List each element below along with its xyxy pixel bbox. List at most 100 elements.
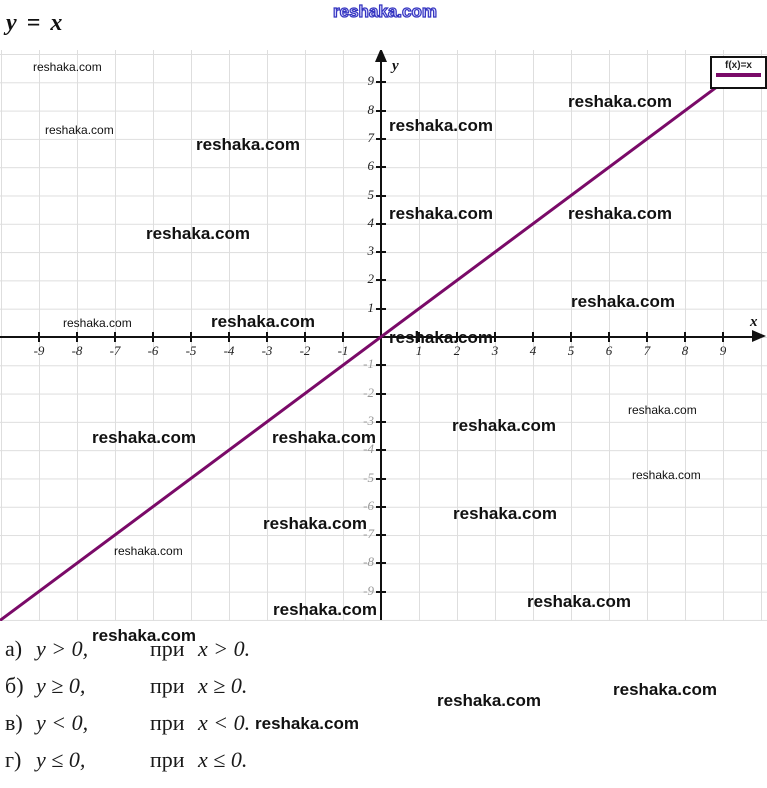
y-axis-arrow-icon	[375, 50, 387, 62]
x-tick-label: -5	[185, 343, 197, 358]
answer-x-expression: x ≥ 0.	[198, 673, 248, 698]
watermark: reshaka.com	[571, 292, 675, 311]
y-tick	[376, 307, 386, 310]
x-tick-label: -8	[71, 343, 83, 358]
x-tick-label: -7	[109, 343, 121, 358]
answer-word: при	[150, 710, 185, 735]
watermark: reshaka.com	[632, 468, 701, 482]
answer-row-b: б) y ≥ 0, при x ≥ 0.	[0, 673, 460, 710]
answer-row-v: в) y < 0, при x < 0.	[0, 710, 460, 747]
x-tick-label: 2	[453, 343, 461, 358]
watermark: reshaka.com	[437, 691, 541, 710]
x-tick	[304, 332, 306, 342]
y-tick	[376, 81, 386, 84]
x-tick	[38, 332, 40, 342]
x-tick	[456, 332, 458, 342]
watermark: reshaka.com	[272, 428, 376, 447]
y-axis-label: y	[392, 58, 399, 74]
x-axis-label: x	[750, 314, 758, 330]
y-tick	[376, 279, 386, 282]
y-tick-label: -8	[363, 554, 374, 570]
y-tick	[376, 534, 386, 537]
y-tick-label: -7	[363, 526, 374, 542]
y-tick	[376, 505, 386, 508]
watermark: reshaka.com	[45, 123, 114, 137]
legend-label: f(x)=x	[725, 60, 752, 71]
answer-label: в)	[5, 710, 23, 735]
x-tick	[418, 332, 420, 342]
y-tick	[376, 449, 386, 452]
x-tick-label: -2	[299, 343, 311, 358]
y-tick-label: -3	[363, 412, 374, 428]
y-tick	[376, 420, 386, 423]
y-tick-label: 1	[367, 299, 375, 315]
y-tick-label: 9	[367, 73, 375, 89]
watermark: reshaka.com	[389, 116, 493, 135]
y-tick	[376, 392, 386, 395]
y-tick	[376, 562, 386, 565]
watermark: reshaka.com	[33, 60, 102, 74]
watermark: reshaka.com	[146, 224, 250, 243]
legend-box: f(x)=x	[710, 56, 767, 89]
x-tick	[228, 332, 230, 342]
page-title: y = x	[6, 10, 65, 36]
x-tick	[570, 332, 572, 342]
x-tick-label: -6	[147, 343, 159, 358]
x-tick-label: 8	[681, 343, 689, 358]
watermark-banner: reshaka.com	[332, 1, 437, 21]
x-tick-label: 5	[567, 343, 575, 358]
y-tick-label: -1	[363, 356, 374, 372]
watermark: reshaka.com	[613, 680, 717, 699]
watermark: reshaka.com	[628, 403, 697, 417]
y-tick	[376, 477, 386, 480]
answer-word: при	[150, 747, 185, 772]
x-tick-label: 4	[529, 343, 537, 358]
x-tick	[190, 332, 192, 342]
watermark: reshaka.com	[389, 328, 493, 347]
x-tick	[114, 332, 116, 342]
y-tick-label: 3	[367, 243, 375, 259]
watermark: reshaka.com	[263, 514, 367, 533]
y-tick	[376, 194, 386, 197]
y-tick	[376, 166, 386, 169]
answer-y-expression: y < 0,	[36, 710, 89, 735]
y-tick-label: 6	[367, 158, 375, 174]
y-tick	[376, 251, 386, 254]
x-tick	[494, 332, 496, 342]
x-tick	[532, 332, 534, 342]
x-tick	[684, 332, 686, 342]
answers-block: а) y > 0, при x > 0. б) y ≥ 0, при x ≥ 0…	[0, 636, 460, 784]
watermark: reshaka.com	[527, 592, 631, 611]
watermark: reshaka.com	[63, 316, 132, 330]
x-tick-label: 3	[491, 343, 499, 358]
watermark: reshaka.com	[92, 626, 196, 645]
x-axis-arrow-icon	[752, 330, 766, 342]
y-tick-label: 2	[367, 271, 375, 287]
watermark: reshaka.com	[255, 714, 359, 733]
y-tick	[376, 137, 386, 140]
y-tick-label: 8	[367, 101, 375, 117]
coordinate-plane: x y -9 -8 -7 -6 -5 -4 -3 -2 -1 1 2 3 4 5 6 7 8 9 -9 -8 -7 -6 -…	[0, 50, 767, 621]
watermark: reshaka.com	[273, 600, 377, 619]
x-tick-label: -1	[337, 343, 349, 358]
watermark: reshaka.com	[211, 312, 315, 331]
answer-word: при	[150, 673, 185, 698]
answer-row-a: а) y > 0, при x > 0.	[0, 636, 460, 673]
answer-y-expression: y > 0,	[36, 636, 89, 661]
watermark: reshaka.com	[114, 544, 183, 558]
y-tick-label: 4	[367, 214, 375, 230]
legend-line-sample	[716, 73, 761, 77]
y-tick-label: 7	[367, 129, 375, 145]
watermark: reshaka.com	[452, 416, 556, 435]
x-tick-label: -3	[261, 343, 273, 358]
answer-word: при	[150, 636, 185, 661]
y-tick	[376, 109, 386, 112]
x-tick-label: 6	[605, 343, 613, 358]
watermark: reshaka.com	[196, 135, 300, 154]
answer-row-g: г) y ≤ 0, при x ≤ 0.	[0, 747, 460, 784]
watermark: reshaka.com	[389, 204, 493, 223]
y-tick	[376, 590, 386, 593]
x-tick-label: -4	[223, 343, 235, 358]
answer-label: г)	[5, 747, 22, 772]
x-tick-label: 7	[643, 343, 651, 358]
